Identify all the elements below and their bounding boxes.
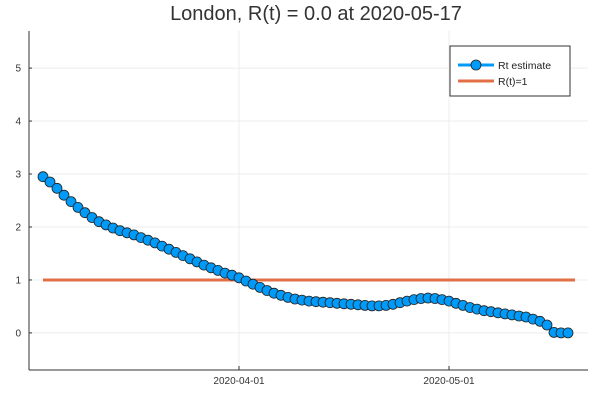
legend: Rt estimate R(t)=1 [449, 45, 571, 97]
y-tick-label: 3 [15, 170, 21, 181]
rt-estimate-point [51, 182, 63, 194]
rt-estimate-point [541, 319, 553, 331]
x-ticks: 2020-04-01 2020-05-01 [213, 366, 475, 387]
legend-label-threshold: R(t)=1 [498, 76, 528, 88]
rt-estimate-point [65, 196, 77, 208]
x-tick-label: 2020-05-01 [423, 376, 475, 387]
y-tick-label: 4 [15, 117, 21, 128]
chart-title: London, R(t) = 0.0 at 2020-05-17 [170, 3, 462, 25]
axes [28, 31, 588, 371]
y-tick-label: 5 [15, 64, 21, 75]
x-tick-label: 2020-04-01 [213, 376, 265, 387]
rt-estimate-point [562, 327, 574, 339]
y-tick-label: 0 [15, 328, 21, 339]
legend-marker-rt-estimate [470, 59, 482, 71]
y-ticks: 0 1 2 3 4 5 [15, 64, 32, 339]
rt-estimate-point [44, 176, 56, 188]
legend-box [449, 45, 571, 97]
series [37, 171, 575, 339]
y-tick-label: 1 [15, 275, 21, 286]
legend-label-rt-estimate: Rt estimate [498, 60, 551, 72]
rt-estimate-point [58, 189, 70, 201]
y-tick-label: 2 [15, 222, 21, 233]
